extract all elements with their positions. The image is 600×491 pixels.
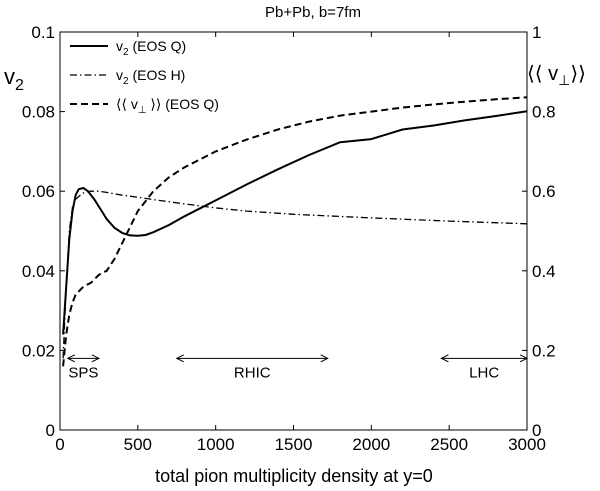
range-arrow-head-left — [66, 354, 76, 363]
right-y-axis-label-sub: ⊥ — [558, 72, 570, 88]
x-tick-label: 2000 — [352, 435, 390, 454]
series-line-2 — [62, 96, 528, 367]
x-tick-label: 1000 — [197, 435, 235, 454]
series-line-1 — [62, 190, 528, 359]
range-arrow-head-right — [91, 354, 101, 363]
right-y-tick-label: 0.4 — [532, 262, 556, 281]
left-y-axis-label: v2 — [4, 64, 24, 94]
right-y-tick-label: 0 — [532, 421, 541, 440]
x-axis-label: total pion multiplicity density at y=0 — [155, 466, 433, 486]
left-y-tick-label: 0.08 — [22, 103, 55, 122]
range-arrow-head-right — [320, 354, 329, 363]
legend-entry-eos-q-vperp: ⟨⟨ v⊥ ⟩⟩ (EOS Q) — [116, 96, 219, 116]
x-tick-label: 0 — [55, 435, 64, 454]
left-y-axis-label-sub: 2 — [15, 77, 24, 94]
left-y-axis-ticks: 0 0.02 0.04 0.06 0.08 0.1 — [22, 23, 65, 440]
range-arrow-head-left — [175, 354, 184, 363]
right-y-axis-label-tail: ⟩⟩ — [570, 63, 586, 85]
right-y-axis-label-main: ⟨⟨ v — [527, 63, 558, 85]
series-line-0 — [62, 110, 528, 335]
legend: v2 (EOS Q) v2 (EOS H) ⟨⟨ v⊥ ⟩⟩ (EOS Q) — [70, 38, 219, 116]
series-layer — [62, 96, 528, 367]
right-y-tick-label: 0.6 — [532, 182, 556, 201]
annotations: SPS RHIC LHC — [66, 354, 529, 381]
range-label: RHIC — [234, 364, 271, 381]
range-arrow-head-left — [440, 354, 449, 363]
plot-area — [59, 31, 528, 431]
range-arrow-head-right — [519, 354, 529, 363]
left-y-tick-label: 0.1 — [31, 23, 55, 42]
range-annotation-sps: SPS — [66, 354, 101, 381]
x-tick-label: 2500 — [430, 435, 468, 454]
right-y-tick-label: 1 — [532, 23, 541, 42]
left-y-axis-label-main: v — [4, 64, 15, 89]
x-tick-label: 500 — [124, 435, 152, 454]
range-annotation-lhc: LHC — [440, 354, 529, 381]
range-annotation-rhic: RHIC — [175, 354, 329, 381]
right-y-axis-label: ⟨⟨ v⊥⟩⟩ — [527, 63, 586, 88]
plot-frame — [59, 31, 528, 431]
x-axis-ticks: 0 500 1000 1500 2000 2500 3000 — [55, 32, 546, 454]
left-y-tick-label: 0.06 — [22, 182, 55, 201]
right-y-tick-label: 0.2 — [532, 341, 556, 360]
range-label: LHC — [469, 364, 499, 381]
x-tick-label: 3000 — [508, 435, 546, 454]
chart-title: Pb+Pb, b=7fm — [265, 4, 361, 21]
right-y-axis-ticks: 0 0.2 0.4 0.6 0.8 1 — [522, 23, 556, 440]
legend-entry-eos-h-v2: v2 (EOS H) — [116, 67, 185, 87]
range-label: SPS — [68, 364, 98, 381]
legend-entry-eos-q-v2: v2 (EOS Q) — [116, 38, 186, 58]
left-y-tick-label: 0.02 — [22, 341, 55, 360]
left-y-tick-label: 0 — [46, 421, 55, 440]
left-y-tick-label: 0.04 — [22, 262, 55, 281]
right-y-tick-label: 0.8 — [532, 103, 556, 122]
x-tick-label: 1500 — [275, 435, 313, 454]
